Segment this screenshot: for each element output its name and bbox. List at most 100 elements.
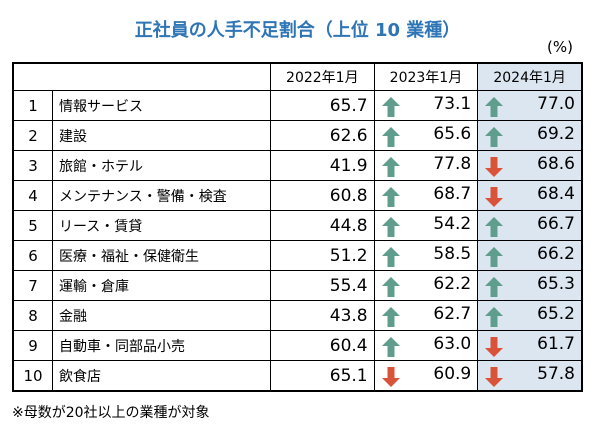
value-text: 68.6 bbox=[537, 153, 575, 174]
industry: 旅館・ホテル bbox=[52, 150, 271, 181]
column-header: 2022年1月 bbox=[270, 62, 375, 91]
value: 73.1 bbox=[373, 90, 479, 121]
up-arrow bbox=[381, 156, 400, 177]
value: 65.3 bbox=[477, 270, 583, 301]
value-text: 63.0 bbox=[433, 333, 472, 354]
up-arrow bbox=[381, 126, 400, 147]
value-text: 65.2 bbox=[537, 303, 575, 324]
value-text: 68.4 bbox=[537, 183, 575, 204]
unit: (%) bbox=[547, 38, 573, 56]
row: 5 リース・賃貸 44.8 54.2 66.7 bbox=[12, 210, 583, 241]
value: 65.6 bbox=[373, 120, 479, 151]
down-arrow bbox=[485, 336, 504, 357]
value-text: 68.7 bbox=[433, 183, 472, 204]
up-arrow bbox=[381, 276, 400, 297]
value: 57.8 bbox=[477, 360, 583, 392]
up-arrow bbox=[485, 96, 504, 117]
industry: リース・賃貸 bbox=[52, 210, 271, 241]
down-arrow bbox=[485, 156, 504, 177]
value-text: 65.6 bbox=[433, 123, 472, 144]
value-text: 62.2 bbox=[433, 273, 472, 294]
industry: 飲食店 bbox=[52, 360, 271, 392]
value-text: 69.2 bbox=[537, 123, 575, 144]
industry: 建設 bbox=[52, 120, 271, 151]
rank: 2 bbox=[12, 120, 53, 151]
value: 55.4 bbox=[270, 270, 375, 301]
value: 62.7 bbox=[373, 300, 479, 331]
row: 9 自動車・同部品小売 60.4 63.0 61.7 bbox=[12, 330, 583, 361]
row: 7 運輸・倉庫 55.4 62.2 65.3 bbox=[12, 270, 583, 301]
value-text: 60.4 bbox=[329, 335, 368, 356]
up-arrow bbox=[485, 126, 504, 147]
value-text: 54.2 bbox=[433, 213, 472, 234]
industry: 情報サービス bbox=[52, 90, 271, 121]
row: 3 旅館・ホテル 41.9 77.8 68.6 bbox=[12, 150, 583, 181]
column-header: 2023年1月 bbox=[373, 62, 479, 91]
value: 69.2 bbox=[477, 120, 583, 151]
rank: 9 bbox=[12, 330, 53, 361]
value-text: 65.1 bbox=[329, 365, 368, 386]
value: 65.1 bbox=[270, 360, 375, 392]
row: 10 飲食店 65.1 60.9 57.8 bbox=[12, 360, 583, 392]
value-text: 57.8 bbox=[537, 363, 575, 384]
industry: 運輸・倉庫 bbox=[52, 270, 271, 301]
rank: 4 bbox=[12, 180, 53, 211]
industry: 金融 bbox=[52, 300, 271, 331]
value: 62.6 bbox=[270, 120, 375, 151]
footnote: ※母数が20社以上の業種が対象 bbox=[12, 405, 210, 421]
industry: メンテナンス・警備・検査 bbox=[52, 180, 271, 211]
value: 51.2 bbox=[270, 240, 375, 271]
up-arrow bbox=[485, 246, 504, 267]
value-text: 60.9 bbox=[433, 363, 472, 384]
value-text: 44.8 bbox=[329, 215, 368, 236]
header-row: 2022年1月 2023年1月 2024年1月 bbox=[12, 62, 583, 91]
value-text: 73.1 bbox=[433, 93, 472, 114]
value-text: 62.6 bbox=[329, 125, 368, 146]
value: 60.8 bbox=[270, 180, 375, 211]
value: 54.2 bbox=[373, 210, 479, 241]
row: 2 建設 62.6 65.6 69.2 bbox=[12, 120, 583, 151]
value-text: 58.5 bbox=[433, 243, 472, 264]
up-arrow bbox=[381, 96, 400, 117]
value: 65.2 bbox=[477, 300, 583, 331]
value-text: 62.7 bbox=[433, 303, 472, 324]
value-text: 65.3 bbox=[537, 273, 575, 294]
up-arrow bbox=[485, 306, 504, 327]
value: 77.0 bbox=[477, 90, 583, 121]
title: 正社員の人手不足割合（上位 10 業種） bbox=[134, 20, 461, 41]
value: 68.4 bbox=[477, 180, 583, 211]
up-arrow bbox=[485, 276, 504, 297]
value-text: 77.8 bbox=[433, 153, 472, 174]
row: 6 医療・福祉・保健衛生 51.2 58.5 66.2 bbox=[12, 240, 583, 271]
value: 63.0 bbox=[373, 330, 479, 361]
rank: 3 bbox=[12, 150, 53, 181]
value-text: 61.7 bbox=[537, 333, 575, 354]
value: 77.8 bbox=[373, 150, 479, 181]
value: 66.7 bbox=[477, 210, 583, 241]
value: 43.8 bbox=[270, 300, 375, 331]
industry: 医療・福祉・保健衛生 bbox=[52, 240, 271, 271]
value: 65.7 bbox=[270, 90, 375, 121]
down-arrow bbox=[485, 186, 504, 207]
up-arrow bbox=[381, 246, 400, 267]
up-arrow bbox=[381, 186, 400, 207]
down-arrow bbox=[485, 366, 504, 387]
value-text: 66.7 bbox=[537, 213, 575, 234]
rank: 1 bbox=[12, 90, 53, 121]
row: 1 情報サービス 65.7 73.1 77.0 bbox=[12, 90, 583, 121]
rank: 8 bbox=[12, 300, 53, 331]
up-arrow bbox=[381, 216, 400, 237]
value: 44.8 bbox=[270, 210, 375, 241]
value: 66.2 bbox=[477, 240, 583, 271]
industry: 自動車・同部品小売 bbox=[52, 330, 271, 361]
value: 41.9 bbox=[270, 150, 375, 181]
value-text: 66.2 bbox=[537, 243, 575, 264]
value: 60.9 bbox=[373, 360, 479, 392]
up-arrow bbox=[381, 336, 400, 357]
value-text: 65.7 bbox=[329, 95, 368, 116]
value: 62.2 bbox=[373, 270, 479, 301]
value-text: 77.0 bbox=[537, 93, 575, 114]
up-arrow bbox=[381, 306, 400, 327]
value: 60.4 bbox=[270, 330, 375, 361]
